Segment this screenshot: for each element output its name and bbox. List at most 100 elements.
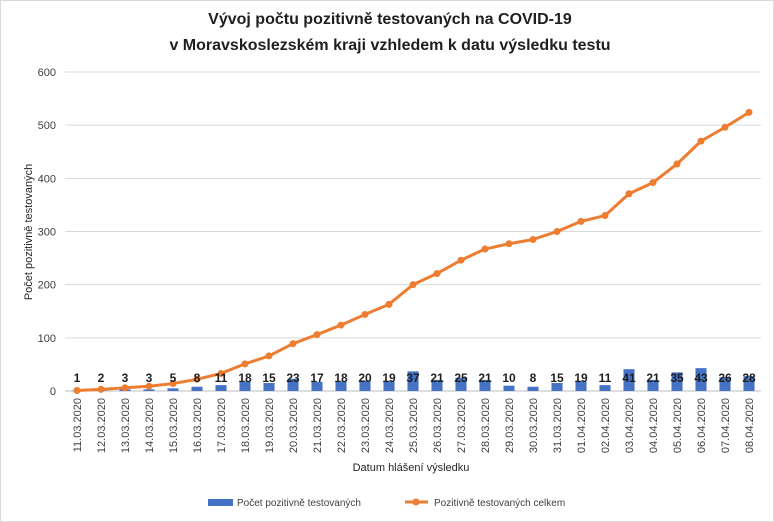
bar bbox=[383, 380, 395, 391]
y-axis-ticks: 0 100 200 300 400 500 600 bbox=[38, 67, 56, 398]
bar-data-label: 5 bbox=[170, 371, 177, 385]
bar-data-label: 18 bbox=[238, 371, 252, 385]
bar bbox=[527, 386, 539, 391]
bar-data-label: 8 bbox=[530, 371, 537, 385]
line-point bbox=[649, 179, 657, 187]
x-tick-label: 23.03.2020 bbox=[360, 398, 372, 453]
bar bbox=[191, 386, 203, 391]
y-tick-label: 200 bbox=[38, 280, 56, 292]
chart-title-line-1: Vývoj počtu pozitivně testovaných na COV… bbox=[208, 11, 572, 28]
legend: Počet pozitivně testovaných Pozitivně te… bbox=[208, 498, 565, 509]
bar bbox=[431, 379, 443, 391]
x-tick-label: 17.03.2020 bbox=[216, 398, 228, 453]
x-tick-label: 05.04.2020 bbox=[672, 398, 684, 453]
legend-line-marker bbox=[412, 498, 420, 506]
line-point bbox=[673, 160, 681, 168]
line-point bbox=[313, 331, 321, 339]
x-tick-label: 28.03.2020 bbox=[480, 398, 492, 453]
legend-bar-label: Počet pozitivně testovaných bbox=[237, 498, 361, 509]
cumulative-line bbox=[76, 111, 750, 392]
x-tick-label: 03.04.2020 bbox=[624, 398, 636, 453]
x-tick-label: 06.04.2020 bbox=[696, 398, 708, 453]
bar bbox=[503, 385, 515, 391]
line-point bbox=[433, 270, 441, 278]
bar-data-label: 26 bbox=[718, 371, 732, 385]
bar-data-label: 25 bbox=[454, 371, 468, 385]
bar bbox=[263, 383, 275, 391]
x-tick-label: 08.04.2020 bbox=[744, 398, 756, 453]
x-tick-label: 31.03.2020 bbox=[552, 398, 564, 453]
bar-data-label: 15 bbox=[550, 371, 564, 385]
line-point bbox=[721, 123, 729, 131]
bar-data-label: 43 bbox=[694, 371, 708, 385]
bar-series bbox=[71, 368, 755, 391]
bar-data-label: 20 bbox=[358, 371, 372, 385]
bar bbox=[359, 380, 371, 391]
line-point bbox=[625, 190, 633, 198]
x-tick-label: 04.04.2020 bbox=[648, 398, 660, 453]
bar-data-label: 10 bbox=[502, 371, 516, 385]
bar-data-label: 37 bbox=[406, 371, 420, 385]
line-point bbox=[289, 340, 297, 348]
line-point bbox=[697, 137, 705, 145]
bar bbox=[455, 377, 467, 391]
x-tick-label: 11.03.2020 bbox=[72, 398, 84, 452]
y-axis-title: Počet pozitivně testovaných bbox=[23, 164, 35, 300]
line-point bbox=[121, 384, 129, 392]
y-tick-label: 400 bbox=[38, 173, 56, 185]
x-tick-label: 13.03.2020 bbox=[120, 398, 132, 453]
x-tick-label: 18.03.2020 bbox=[240, 398, 252, 453]
y-tick-label: 0 bbox=[50, 386, 56, 398]
bar bbox=[599, 385, 611, 391]
bar-data-label: 21 bbox=[478, 371, 492, 385]
bar bbox=[215, 385, 227, 391]
bar-data-label: 3 bbox=[146, 371, 153, 385]
x-axis-title: Datum hlášení výsledku bbox=[353, 462, 470, 474]
bar-data-label: 19 bbox=[382, 371, 396, 385]
bar-data-label: 18 bbox=[334, 371, 348, 385]
bar bbox=[239, 381, 251, 391]
bar-data-labels: 1 2 3 3 5 8 11 18 15 23 17 18 20 19 37 21 25 21 10 8 15 19 11 4… bbox=[74, 371, 756, 385]
x-tick-label: 26.03.2020 bbox=[432, 398, 444, 453]
line-point bbox=[97, 385, 105, 393]
line-point bbox=[457, 256, 465, 264]
bar-data-label: 1 bbox=[74, 371, 81, 385]
line-point bbox=[169, 380, 177, 388]
x-tick-label: 14.03.2020 bbox=[144, 398, 156, 453]
bar-data-label: 11 bbox=[599, 371, 612, 385]
line-point bbox=[337, 321, 345, 329]
bar bbox=[407, 371, 419, 391]
bar bbox=[479, 379, 491, 391]
line-point bbox=[217, 369, 225, 377]
x-tick-label: 22.03.2020 bbox=[336, 398, 348, 453]
line-point bbox=[481, 245, 489, 253]
bar bbox=[647, 379, 659, 391]
bar-data-label: 17 bbox=[310, 371, 324, 385]
x-tick-label: 29.03.2020 bbox=[504, 398, 516, 453]
x-tick-label: 27.03.2020 bbox=[456, 398, 468, 453]
bar-data-label: 23 bbox=[286, 371, 300, 385]
x-tick-label: 12.03.2020 bbox=[96, 398, 108, 453]
y-tick-label: 300 bbox=[38, 227, 56, 239]
y-tick-label: 100 bbox=[38, 333, 56, 345]
bar-data-label: 35 bbox=[670, 371, 684, 385]
x-axis-ticks: 11.03.2020 12.03.2020 13.03.2020 14.03.2020… bbox=[72, 398, 756, 453]
x-tick-label: 21.03.2020 bbox=[312, 398, 324, 453]
x-tick-label: 19.03.2020 bbox=[264, 398, 276, 453]
line-point bbox=[385, 300, 393, 308]
bar bbox=[743, 376, 755, 391]
line-point bbox=[529, 235, 537, 243]
line-series bbox=[73, 108, 753, 394]
line-point bbox=[73, 386, 81, 394]
legend-line-label: Pozitivně testovaných celkem bbox=[434, 498, 565, 509]
line-point bbox=[745, 108, 753, 116]
bar-data-label: 11 bbox=[215, 371, 228, 385]
bar bbox=[623, 369, 635, 391]
line-point bbox=[601, 212, 609, 220]
x-tick-label: 02.04.2020 bbox=[600, 398, 612, 453]
x-tick-label: 24.03.2020 bbox=[384, 398, 396, 453]
legend-bar-swatch bbox=[208, 499, 233, 506]
line-point bbox=[193, 375, 201, 383]
